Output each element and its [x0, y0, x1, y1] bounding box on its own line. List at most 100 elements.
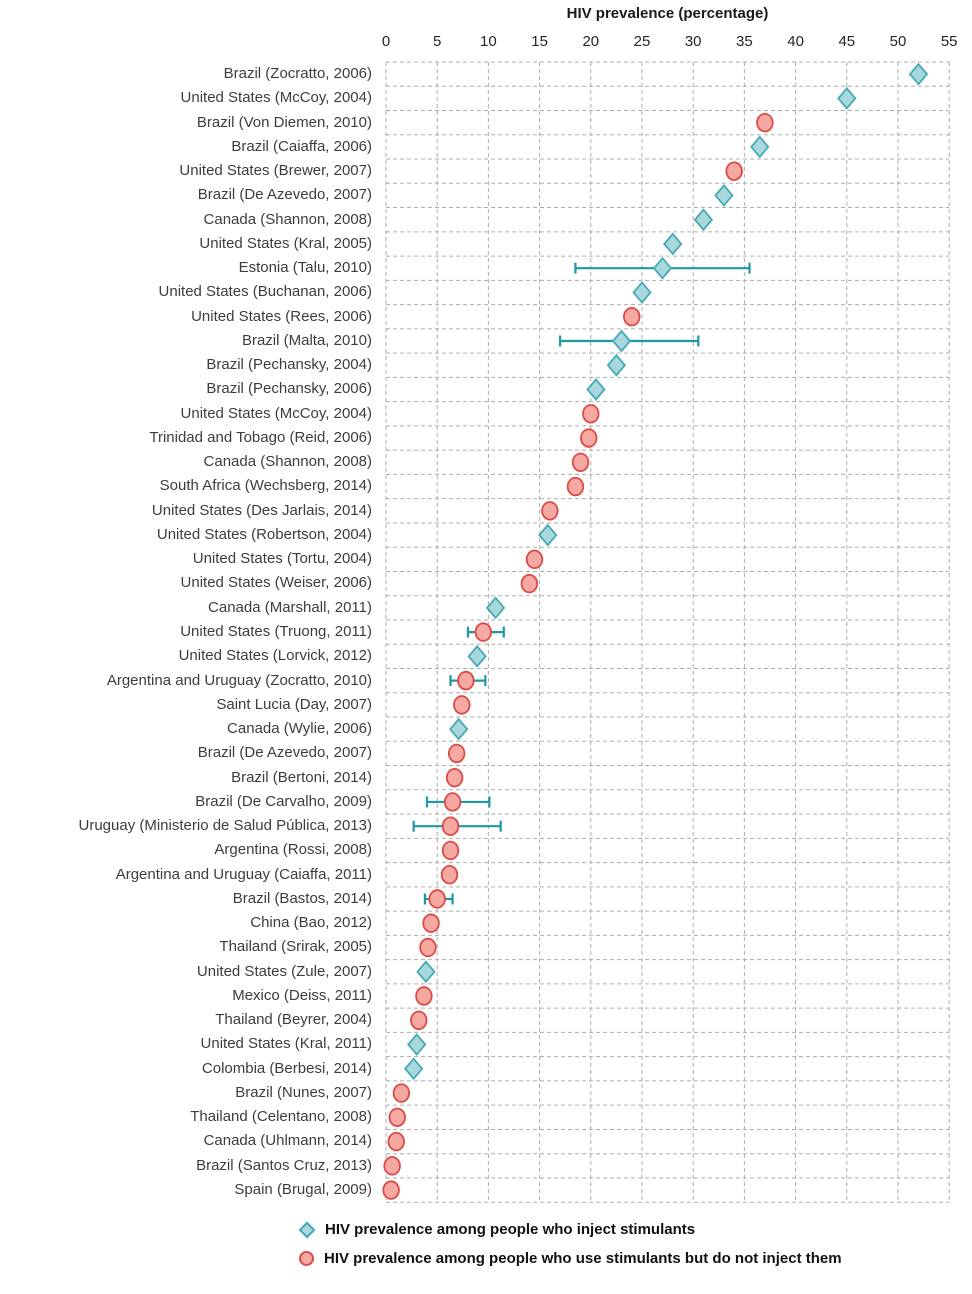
noninject-circle-marker	[566, 476, 585, 497]
x-axis-tick-label: 35	[736, 33, 753, 50]
noninject-circle-marker	[441, 816, 460, 836]
x-axis-tick-label: 45	[838, 33, 856, 50]
row-label: Canada (Uhlmann, 2014)	[203, 1132, 372, 1150]
x-axis-tick-label: 30	[684, 33, 702, 50]
row-label: United States (Truong, 2011)	[180, 622, 372, 640]
noninject-circle-marker	[580, 428, 598, 448]
row-label: Argentina and Uruguay (Caiaffa, 2011)	[115, 865, 372, 883]
row-label: Canada (Wylie, 2006)	[227, 720, 372, 738]
row-label: Canada (Marshall, 2011)	[208, 598, 372, 616]
inject-diamond-marker	[908, 62, 929, 86]
noninject-circle-marker	[525, 549, 544, 570]
noninject-circle-marker	[582, 404, 600, 424]
legend-marker-noninject-icon	[299, 1251, 314, 1266]
row-label: United States (Lorvick, 2012)	[178, 647, 372, 665]
row-label: Brazil (Caiaffa, 2006)	[231, 137, 372, 155]
row-label: United States (Des Jarlais, 2014)	[151, 501, 372, 519]
row-label: Thailand (Srirak, 2005)	[219, 938, 372, 956]
row-label: Brazil (De Azevedo, 2007)	[197, 744, 372, 762]
noninject-circle-marker	[725, 161, 743, 181]
row-label: Estonia (Talu, 2010)	[238, 259, 372, 277]
legend-item-inject: HIV prevalence among people who inject s…	[298, 1221, 695, 1238]
row-label: United States (McCoy, 2004)	[180, 89, 372, 107]
x-axis-tick-label: 10	[480, 33, 497, 50]
inject-diamond-marker	[586, 378, 606, 401]
legend-marker-inject-icon	[298, 1221, 316, 1238]
noninject-circle-marker	[623, 307, 641, 327]
noninject-circle-marker	[383, 1156, 401, 1176]
row-label: United States (Weiser, 2006)	[180, 574, 372, 592]
noninject-circle-marker	[756, 112, 774, 133]
noninject-circle-marker	[382, 1180, 400, 1200]
row-label: South Africa (Wechsberg, 2014)	[159, 477, 372, 495]
row-label: Canada (Shannon, 2008)	[203, 453, 372, 471]
inject-diamond-marker	[449, 717, 469, 741]
noninject-circle-marker	[440, 865, 459, 885]
row-label: Thailand (Celentano, 2008)	[190, 1108, 372, 1126]
inject-diamond-marker	[485, 596, 506, 620]
row-label: United States (Robertson, 2004)	[156, 525, 372, 543]
inject-diamond-marker	[652, 256, 673, 280]
chart-title: HIV prevalence (percentage)	[566, 5, 769, 22]
row-label: Brazil (Bertoni, 2014)	[231, 768, 372, 786]
row-label: United States (Brewer, 2007)	[179, 162, 372, 180]
row-label: Saint Lucia (Day, 2007)	[216, 695, 372, 713]
row-label: United States (Tortu, 2004)	[192, 550, 372, 568]
noninject-circle-marker	[392, 1083, 411, 1103]
x-axis-tick-label: 20	[582, 33, 600, 50]
row-label: Brazil (De Azevedo, 2007)	[197, 186, 372, 204]
row-label: Brazil (Pechansky, 2006)	[206, 380, 372, 398]
row-label: United States (Rees, 2006)	[191, 307, 372, 325]
inject-diamond-marker	[714, 184, 734, 207]
row-label: Trinidad and Tobago (Reid, 2006)	[149, 428, 372, 446]
row-label: Brazil (Bastos, 2014)	[232, 889, 372, 907]
inject-diamond-marker	[416, 960, 436, 984]
row-label: Brazil (Zocratto, 2006)	[223, 65, 372, 82]
markers	[382, 62, 929, 1200]
noninject-circle-marker	[441, 840, 460, 861]
row-label: Canada (Shannon, 2008)	[203, 210, 372, 228]
noninject-circle-marker	[457, 670, 475, 691]
row-label: Brazil (De Carvalho, 2009)	[195, 792, 372, 810]
grid	[385, 61, 950, 1203]
x-axis-tick-label: 15	[531, 33, 548, 50]
inject-diamond-marker	[538, 523, 558, 547]
noninject-circle-marker	[422, 913, 440, 933]
noninject-circle-marker	[388, 1107, 406, 1128]
row-label: Uruguay (Ministerio de Salud Pública, 20…	[78, 817, 373, 835]
row-label: United States (Buchanan, 2006)	[158, 283, 372, 301]
noninject-circle-marker	[474, 622, 492, 642]
noninject-circle-marker	[415, 986, 433, 1006]
noninject-circle-marker	[445, 767, 464, 788]
inject-diamond-marker	[407, 1033, 427, 1056]
noninject-circle-marker	[428, 889, 446, 909]
inject-diamond-marker	[611, 329, 632, 353]
row-label: Brazil (Santos Cruz, 2013)	[196, 1156, 372, 1174]
noninject-circle-marker	[453, 695, 471, 715]
row-label: United States (Kral, 2005)	[199, 234, 372, 252]
x-axis-tick-label: 50	[889, 33, 907, 50]
noninject-circle-marker	[443, 792, 462, 812]
noninject-circle-marker	[419, 937, 437, 958]
inject-diamond-marker	[632, 281, 652, 304]
inject-diamond-marker	[750, 135, 770, 159]
x-axis-tick-label: 55	[940, 33, 958, 50]
row-label: Argentina (Rossi, 2008)	[214, 841, 372, 859]
noninject-circle-marker	[387, 1131, 405, 1152]
inject-diamond-marker	[467, 644, 487, 668]
row-label: China (Bao, 2012)	[250, 914, 372, 932]
legend-label-noninject: HIV prevalence among people who use stim…	[324, 1250, 842, 1267]
row-label: Brazil (Nunes, 2007)	[235, 1083, 372, 1101]
legend-label-inject: HIV prevalence among people who inject s…	[325, 1221, 696, 1238]
inject-diamond-marker	[837, 87, 857, 110]
noninject-circle-marker	[520, 573, 539, 594]
row-label: United States (Kral, 2011)	[200, 1035, 372, 1053]
x-axis-tick-label: 5	[433, 33, 442, 50]
row-label: United States (Zule, 2007)	[196, 962, 372, 980]
row-label: Thailand (Beyrer, 2004)	[215, 1011, 372, 1029]
legend-item-noninject: HIV prevalence among people who use stim…	[298, 1250, 842, 1267]
row-label: Brazil (Von Diemen, 2010)	[196, 113, 372, 131]
noninject-circle-marker	[410, 1010, 428, 1030]
